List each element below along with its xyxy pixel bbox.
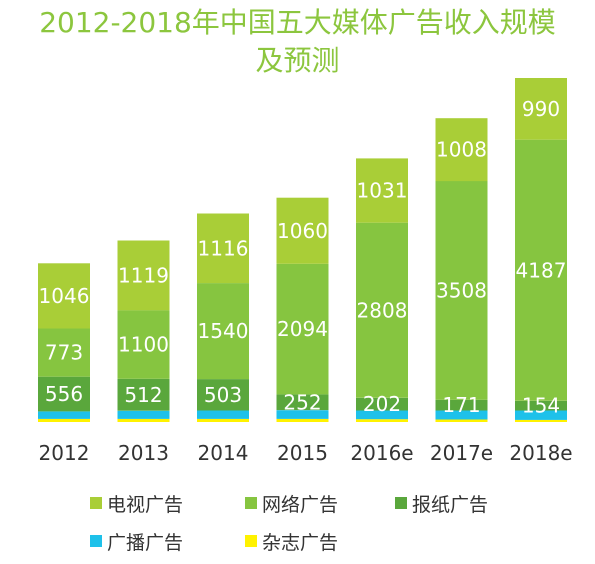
- bar-segment-2016e-2: [356, 397, 408, 411]
- data-label-2018e-2: 154: [522, 394, 560, 418]
- bar-segment-2015-3: [276, 263, 329, 395]
- data-label-2012-4: 1046: [39, 284, 90, 308]
- data-label-2018e-4: 990: [522, 97, 560, 121]
- bar-segment-2014-0: [197, 418, 249, 422]
- bar-segment-2017e-0: [435, 419, 488, 422]
- data-label-2015-3: 2094: [277, 317, 328, 341]
- bars-layer: [38, 78, 567, 422]
- bar-segment-2015-0: [276, 418, 329, 422]
- legend-swatch-3: [90, 535, 102, 547]
- chart-title: 2012-2018年中国五大媒体广告收入规模 及预测: [0, 4, 595, 80]
- bar-segment-2016e-3: [356, 222, 408, 398]
- data-label-2012-2: 556: [45, 382, 83, 406]
- data-label-2014-3: 1540: [198, 319, 249, 343]
- bar-segment-2012-3: [38, 328, 90, 377]
- legend-label-2: 报纸广告: [412, 494, 488, 516]
- data-label-2015-4: 1060: [277, 219, 328, 243]
- data-label-2016e-2: 202: [363, 392, 401, 416]
- bar-segment-2012-0: [38, 418, 90, 422]
- bar-segment-2015-2: [276, 394, 329, 411]
- data-label-2012-3: 773: [45, 341, 83, 365]
- bar-segment-2017e-2: [435, 399, 488, 411]
- bar-segment-2017e-1: [435, 410, 488, 420]
- data-label-2016e-4: 1031: [357, 179, 408, 203]
- legend-swatch-1: [245, 497, 257, 509]
- bar-segment-2014-2: [197, 379, 249, 411]
- legend-swatch-2: [395, 497, 407, 509]
- legend-label-4: 杂志广告: [262, 532, 338, 554]
- bar-segment-2016e-1: [356, 410, 408, 420]
- segment-labels-layer: 556 773 1046 512 1100 1119 503 1540 1116 252 2094 1…: [39, 97, 567, 418]
- bar-segment-2012-2: [38, 376, 90, 412]
- bar-segment-2018e-0: [515, 419, 567, 422]
- x-tick-2015: 2015: [277, 441, 328, 465]
- legend-label-1: 网络广告: [262, 494, 338, 516]
- x-tick-2017e: 2017e: [430, 441, 493, 465]
- bar-segment-2018e-1: [515, 410, 567, 420]
- chart-title-line-2: 及预测: [255, 44, 340, 77]
- bar-segment-2013-2: [117, 378, 170, 411]
- data-label-2017e-3: 3508: [436, 278, 487, 302]
- data-label-2013-2: 512: [124, 383, 162, 407]
- bar-segment-2015-4: [276, 197, 329, 264]
- data-label-2013-3: 1100: [118, 333, 169, 357]
- data-label-2013-4: 1119: [118, 263, 169, 287]
- data-label-2017e-4: 1008: [436, 138, 487, 162]
- x-tick-2016e: 2016e: [350, 441, 413, 465]
- legend-label-0: 电视广告: [107, 494, 183, 516]
- x-tick-2018e: 2018e: [509, 441, 572, 465]
- chart-title-line-1: 2012-2018年中国五大媒体广告收入规模: [39, 6, 556, 39]
- legend-swatch-4: [245, 535, 257, 547]
- bar-segment-2018e-3: [515, 139, 567, 401]
- bar-segment-2017e-3: [435, 181, 488, 400]
- bar-segment-2012-1: [38, 411, 90, 419]
- data-label-2014-2: 503: [204, 383, 242, 407]
- bar-segment-2016e-4: [356, 158, 408, 223]
- bar-segment-2018e-4: [515, 78, 567, 140]
- bar-segment-2017e-4: [435, 118, 488, 182]
- data-label-2014-4: 1116: [198, 236, 249, 260]
- x-tick-2013: 2013: [118, 441, 169, 465]
- bar-segment-2014-1: [197, 410, 249, 419]
- x-tick-2012: 2012: [39, 441, 90, 465]
- bar-segment-2015-1: [276, 410, 329, 419]
- data-label-2015-2: 252: [283, 390, 321, 414]
- bar-segment-2014-3: [197, 283, 249, 380]
- bar-segment-2014-4: [197, 213, 249, 284]
- bar-segment-2016e-0: [356, 419, 408, 422]
- bar-segment-2013-4: [117, 240, 170, 311]
- legend-swatch-0: [90, 497, 102, 509]
- bar-segment-2013-1: [117, 410, 170, 419]
- bar-segment-2013-0: [117, 418, 170, 422]
- legend-label-3: 广播广告: [107, 532, 183, 554]
- bar-segment-2018e-2: [515, 400, 567, 411]
- x-axis-ticks: 2012 2013 2014 2015 2016e 2017e 2018e: [39, 441, 573, 465]
- bar-segment-2013-3: [117, 310, 170, 379]
- x-tick-2014: 2014: [198, 441, 249, 465]
- data-label-2018e-3: 4187: [516, 258, 567, 282]
- data-label-2016e-3: 2808: [357, 298, 408, 322]
- bar-segment-2012-4: [38, 263, 90, 329]
- data-label-2017e-2: 171: [442, 393, 480, 417]
